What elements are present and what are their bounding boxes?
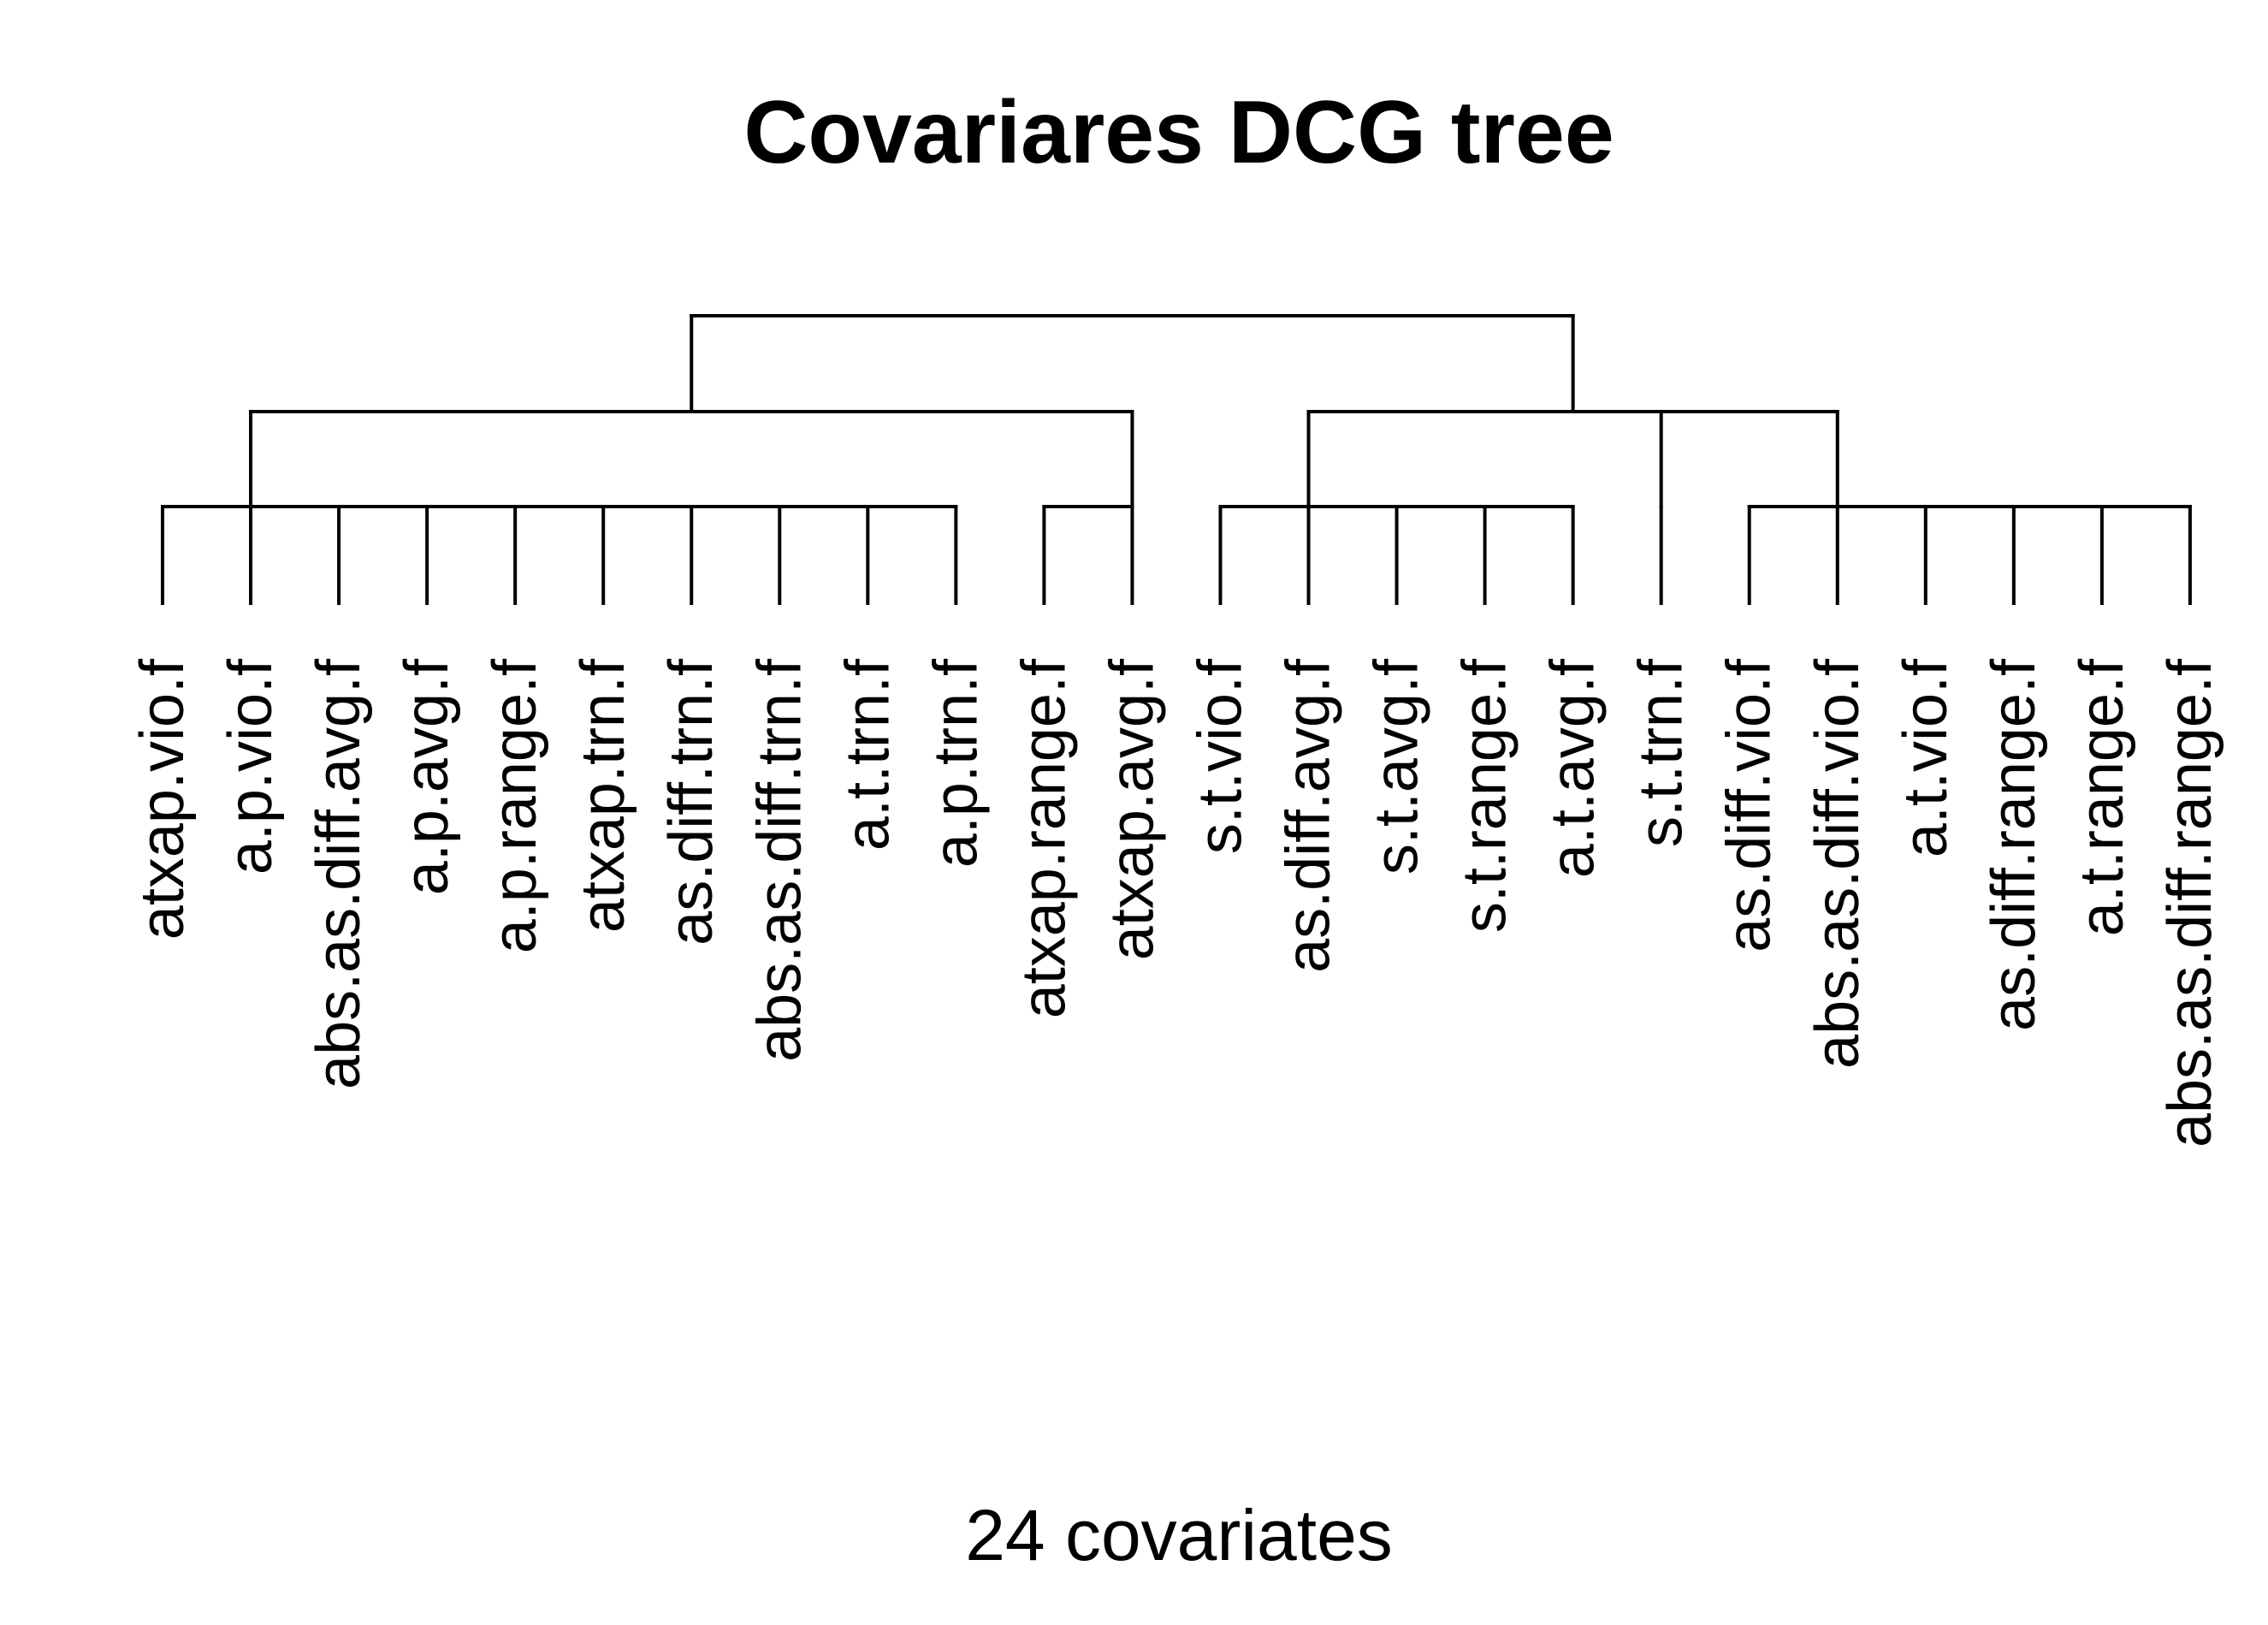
tree-edges: [161, 314, 2192, 605]
leaf-label: atxap.trn.f: [569, 658, 637, 933]
leaf-label: a.p.avg.f: [393, 658, 461, 895]
leaf-labels: atxap.vio.f a.p.vio.f abs.as.diff.avg.f a.p…: [128, 658, 2224, 1148]
leaf-label: as.diff.range.f: [1980, 658, 2048, 1031]
leaf-label: s.t.range.f: [1451, 658, 1519, 933]
leaf-label: a.t.vio.f: [1892, 658, 1960, 857]
chart-title: Covariares DCG tree: [743, 83, 1614, 182]
leaf-label: a.t.range.f: [2068, 658, 2136, 936]
leaf-label: abs.as.diff.range.f: [2156, 658, 2224, 1148]
leaf-label: atxap.avg.f: [1098, 658, 1166, 960]
leaf-label: atxap.vio.f: [128, 658, 197, 940]
leaf-label: a.p.vio.f: [216, 658, 285, 875]
leaf-label: a.p.range.f: [481, 658, 549, 953]
leaf-label: a.t.avg.f: [1539, 658, 1608, 878]
footer-caption: 24 covariates: [965, 1495, 1393, 1575]
leaf-label: abs.as.diff.trn.f: [745, 658, 814, 1062]
leaf-label: atxap.range.f: [1010, 658, 1078, 1018]
leaf-label: abs.as.diff.avg.f: [305, 658, 373, 1089]
leaf-label: as.diff.avg.f: [1275, 658, 1343, 973]
leaf-label: s.t.trn.f: [1627, 658, 1696, 847]
leaf-label: s.t.avg.f: [1363, 658, 1431, 875]
leaf-label: abs.as.diff.vio.f: [1803, 658, 1872, 1069]
leaf-label: as.diff.vio.f: [1715, 658, 1784, 952]
leaf-label: s.t.vio.f: [1186, 658, 1254, 854]
leaf-label: a.p.trn.f: [921, 658, 990, 868]
leaf-label: a.t.trn.f: [833, 658, 902, 851]
leaf-label: as.diff.trn.f: [657, 658, 725, 946]
